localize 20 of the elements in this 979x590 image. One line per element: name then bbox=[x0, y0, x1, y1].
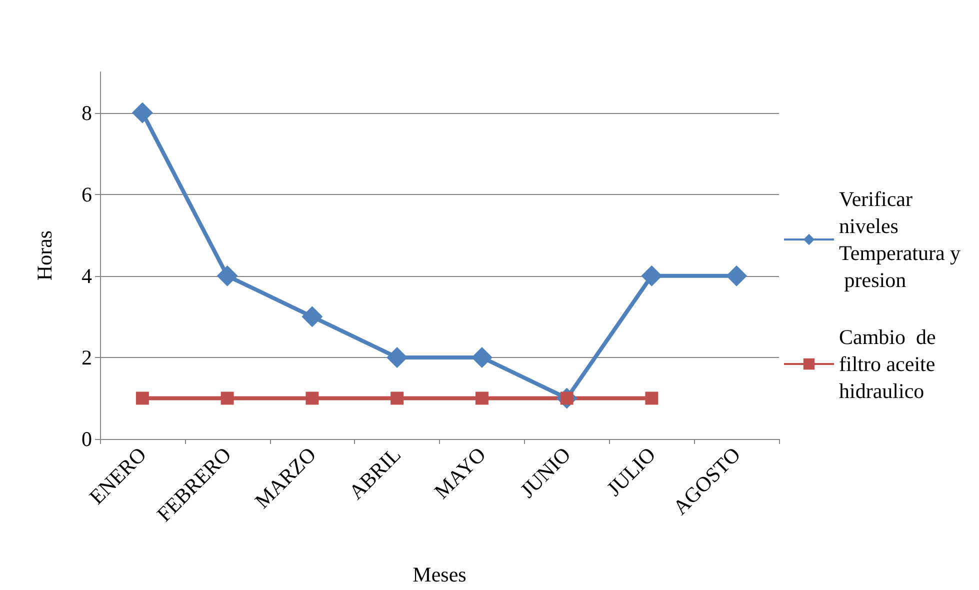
point bbox=[216, 265, 238, 286]
y-tick-label: 2 bbox=[82, 345, 92, 370]
x-axis-title: Meses bbox=[412, 562, 466, 586]
point bbox=[306, 392, 319, 405]
point bbox=[136, 392, 149, 405]
point bbox=[641, 265, 662, 286]
y-tick-label: 4 bbox=[82, 264, 92, 288]
point bbox=[390, 392, 404, 405]
point bbox=[645, 392, 658, 405]
y-axis-title: Horas bbox=[32, 230, 56, 281]
point bbox=[220, 392, 234, 405]
point bbox=[475, 392, 488, 405]
point bbox=[726, 265, 748, 286]
y-tick-label: 8 bbox=[82, 100, 92, 125]
legend-label: Cambio de filtro aceite hidraulico bbox=[839, 325, 942, 403]
legend-label: Verificar niveles Temperatura y presion bbox=[839, 187, 962, 292]
point bbox=[302, 306, 323, 328]
point bbox=[132, 102, 153, 124]
y-tick-label: 6 bbox=[82, 182, 92, 206]
y-tick-label: 0 bbox=[82, 427, 92, 451]
